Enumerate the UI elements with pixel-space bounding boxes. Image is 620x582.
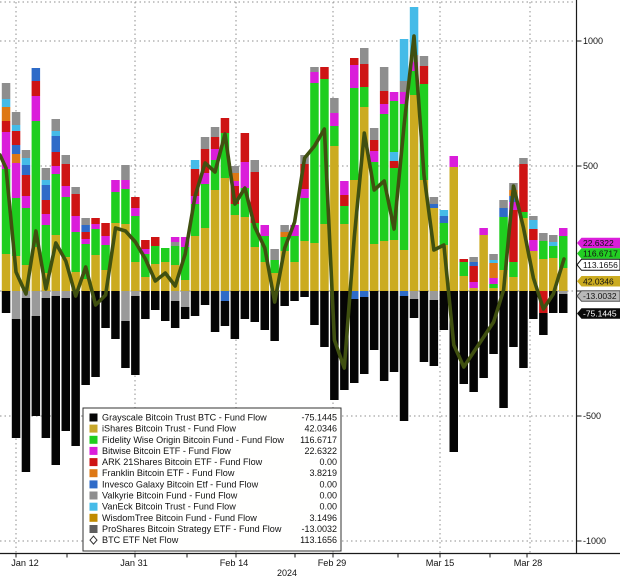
svg-text:iShares Bitcoin Trust - Fund F: iShares Bitcoin Trust - Fund Flow (102, 424, 236, 434)
svg-text:-75.1445: -75.1445 (583, 309, 617, 319)
svg-text:2024: 2024 (277, 568, 297, 577)
svg-text:BTC ETF Net Flow: BTC ETF Net Flow (102, 535, 179, 545)
svg-text:WisdomTree Bitcoin Fund - Fund: WisdomTree Bitcoin Fund - Fund Flow (102, 513, 257, 523)
svg-text:Valkyrie Bitcoin Fund - Fund F: Valkyrie Bitcoin Fund - Fund Flow (102, 491, 238, 501)
svg-text:Jan 12: Jan 12 (11, 558, 39, 568)
svg-text:22.6322: 22.6322 (583, 238, 614, 248)
svg-text:3.1496: 3.1496 (309, 513, 337, 523)
svg-text:VanEck Bitcoin Trust - Fund Fl: VanEck Bitcoin Trust - Fund Flow (102, 502, 236, 512)
svg-text:-1000: -1000 (583, 536, 606, 546)
svg-text:-75.1445: -75.1445 (301, 413, 337, 423)
svg-text:42.0346: 42.0346 (583, 276, 614, 286)
svg-text:116.6717: 116.6717 (300, 435, 337, 445)
svg-text:Bitwise Bitcoin ETF - Fund Flo: Bitwise Bitcoin ETF - Fund Flow (102, 446, 231, 456)
svg-text:0.00: 0.00 (319, 502, 337, 512)
svg-text:Invesco Galaxy Bitcoin Etf - F: Invesco Galaxy Bitcoin Etf - Fund Flow (102, 479, 259, 489)
svg-text:Mar 15: Mar 15 (426, 558, 455, 568)
svg-text:Fidelity Wise Origin Bitcoin F: Fidelity Wise Origin Bitcoin Fund - Fund… (102, 435, 284, 445)
svg-text:Franklin Bitcoin ETF - Fund Fl: Franklin Bitcoin ETF - Fund Flow (102, 468, 235, 478)
svg-text:3.8219: 3.8219 (309, 468, 337, 478)
svg-text:Mar 28: Mar 28 (514, 558, 543, 568)
svg-text:0.00: 0.00 (319, 491, 337, 501)
svg-text:113.1656: 113.1656 (583, 260, 618, 270)
svg-text:0.00: 0.00 (319, 479, 337, 489)
svg-text:ARK 21Shares Bitcoin ETF - Fun: ARK 21Shares Bitcoin ETF - Fund Flow (102, 457, 263, 467)
svg-text:ProShares Bitcoin Strategy ETF: ProShares Bitcoin Strategy ETF - Fund Fl… (102, 524, 282, 534)
svg-text:Feb 29: Feb 29 (318, 558, 347, 568)
svg-text:22.6322: 22.6322 (304, 446, 337, 456)
svg-text:42.0346: 42.0346 (304, 424, 337, 434)
svg-text:1000: 1000 (583, 36, 603, 46)
svg-text:Grayscale Bitcoin Trust BTC -: Grayscale Bitcoin Trust BTC - Fund Flow (102, 413, 267, 423)
svg-text:-13.0032: -13.0032 (301, 524, 337, 534)
svg-text:-13.0032: -13.0032 (583, 291, 617, 301)
svg-text:-500: -500 (583, 411, 601, 421)
svg-text:Jan 31: Jan 31 (120, 558, 148, 568)
svg-text:113.1656: 113.1656 (300, 535, 337, 545)
svg-text:0.00: 0.00 (319, 457, 337, 467)
svg-text:Feb 14: Feb 14 (220, 558, 249, 568)
svg-text:116.6717: 116.6717 (583, 249, 618, 259)
svg-text:500: 500 (583, 161, 598, 171)
